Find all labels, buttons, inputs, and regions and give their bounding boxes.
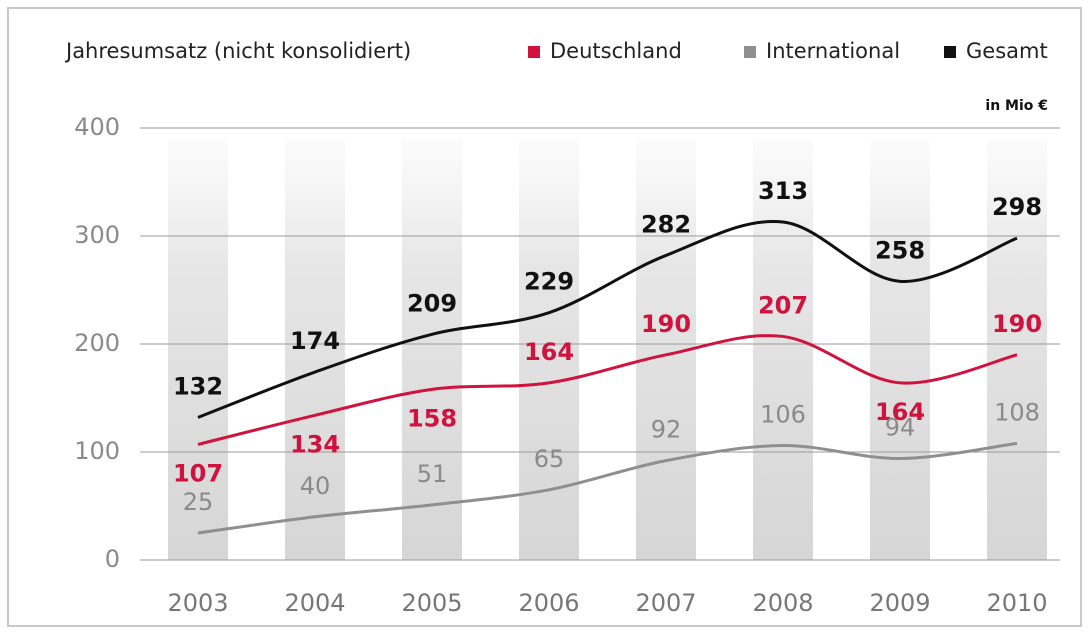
data-label: 313 <box>758 177 808 205</box>
legend-label: Deutschland <box>550 39 682 63</box>
data-label: 106 <box>760 401 806 429</box>
data-label: 158 <box>407 404 457 432</box>
legend-swatch <box>744 46 756 58</box>
category-band <box>870 140 930 560</box>
category-band <box>285 140 345 560</box>
x-tick-label: 2005 <box>401 589 462 617</box>
data-label: 164 <box>524 338 574 366</box>
category-band <box>402 140 462 560</box>
data-label: 229 <box>524 268 574 296</box>
data-label: 134 <box>290 430 340 458</box>
data-label: 92 <box>651 416 682 444</box>
data-label: 94 <box>885 413 916 441</box>
data-label: 282 <box>641 210 691 238</box>
series-line <box>197 334 1018 446</box>
data-label: 132 <box>173 372 223 400</box>
y-tick-label: 0 <box>105 545 120 573</box>
data-label: 258 <box>875 236 925 264</box>
data-label: 207 <box>758 291 808 319</box>
x-tick-label: 2003 <box>167 589 228 617</box>
data-label: 174 <box>290 327 340 355</box>
series-line <box>197 219 1018 419</box>
legend-label: Gesamt <box>966 39 1048 63</box>
x-tick-label: 2004 <box>284 589 345 617</box>
data-label: 298 <box>992 193 1042 221</box>
data-label: 25 <box>183 488 214 516</box>
legend-swatch <box>528 46 540 58</box>
data-label: 107 <box>173 459 223 487</box>
x-tick-label: 2008 <box>752 589 813 617</box>
unit-label: in Mio € <box>985 98 1048 114</box>
series-line <box>197 441 1018 535</box>
x-tick-label: 2010 <box>986 589 1047 617</box>
x-tick-label: 2006 <box>518 589 579 617</box>
data-label: 65 <box>534 445 565 473</box>
data-label: 190 <box>992 310 1042 338</box>
legend-label: International <box>766 39 900 63</box>
x-tick-label: 2009 <box>869 589 930 617</box>
legend-swatch <box>944 46 956 58</box>
data-label: 40 <box>300 472 331 500</box>
y-tick-label: 400 <box>74 113 120 141</box>
data-label: 51 <box>417 460 448 488</box>
x-tick-label: 2007 <box>635 589 696 617</box>
y-tick-label: 300 <box>74 221 120 249</box>
y-tick-label: 200 <box>74 329 120 357</box>
data-label: 209 <box>407 289 457 317</box>
data-label: 108 <box>994 398 1040 426</box>
chart-title: Jahresumsatz (nicht konsolidiert) <box>64 39 411 63</box>
category-band <box>987 140 1047 560</box>
category-band <box>168 140 228 560</box>
category-band <box>753 140 813 560</box>
data-label: 190 <box>641 310 691 338</box>
y-tick-label: 100 <box>74 437 120 465</box>
data-label: 164 <box>875 398 925 426</box>
